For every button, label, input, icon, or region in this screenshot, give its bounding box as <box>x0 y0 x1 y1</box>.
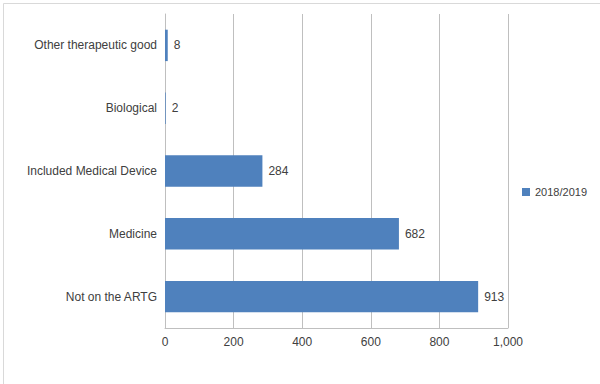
svg-text:8: 8 <box>174 38 181 52</box>
svg-text:400: 400 <box>292 335 312 349</box>
svg-text:913: 913 <box>484 290 504 304</box>
svg-text:600: 600 <box>361 335 381 349</box>
svg-text:200: 200 <box>224 335 244 349</box>
svg-text:Medicine: Medicine <box>109 227 157 241</box>
svg-text:2: 2 <box>172 101 179 115</box>
svg-text:682: 682 <box>405 227 425 241</box>
svg-text:Not on the ARTG: Not on the ARTG <box>66 290 157 304</box>
svg-text:1,000: 1,000 <box>493 335 523 349</box>
svg-text:Other therapeutic good: Other therapeutic good <box>34 38 157 52</box>
svg-text:0: 0 <box>162 335 169 349</box>
svg-text:284: 284 <box>268 164 288 178</box>
svg-text:2018/2019: 2018/2019 <box>535 186 587 198</box>
svg-text:800: 800 <box>429 335 449 349</box>
svg-text:Included Medical Device: Included Medical Device <box>27 164 157 178</box>
svg-text:Biological: Biological <box>106 101 157 115</box>
